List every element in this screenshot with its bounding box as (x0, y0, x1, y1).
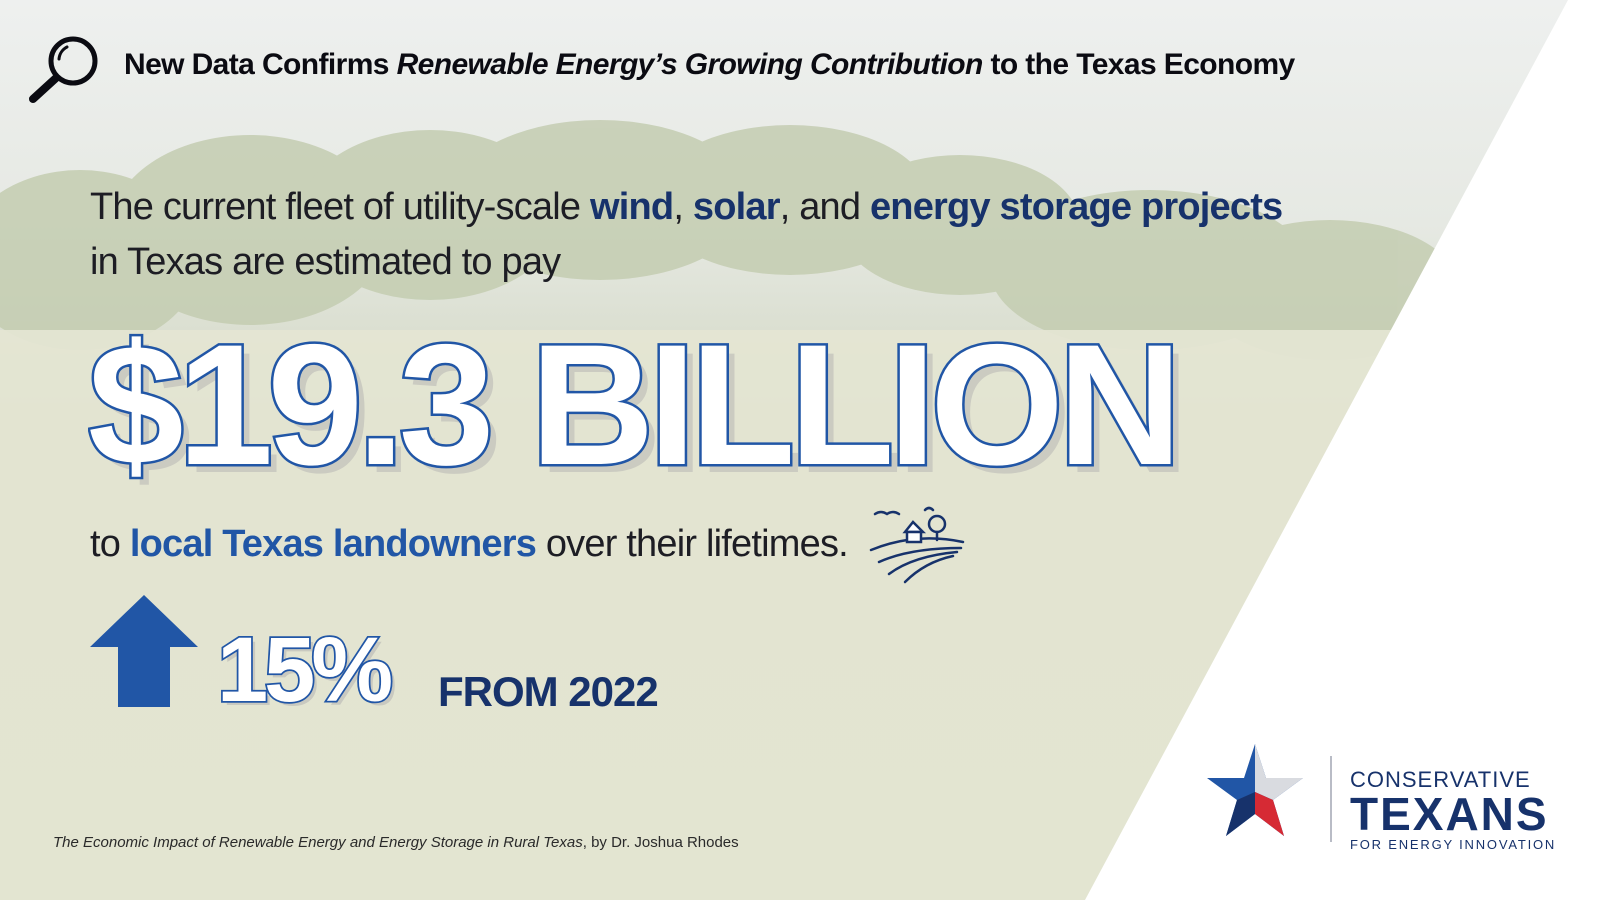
logo-line1: CONSERVATIVE (1350, 767, 1531, 792)
line3-part1: to (90, 523, 130, 565)
amount-text: $19.3 BILLION (88, 324, 1176, 494)
from-label: FROM 2022 (438, 668, 659, 715)
storage-highlight: energy storage projects (869, 186, 1283, 228)
amount-shadow: $19.3 BILLION (96, 324, 1184, 494)
percent-text: 15% (217, 619, 391, 715)
intro-text: The current fleet of utility-scale wind,… (90, 180, 1283, 290)
search-icon (29, 36, 98, 103)
landowners-line: to local Texas landowners over their lif… (90, 523, 849, 566)
logo-line3: FOR ENERGY INNOVATION (1350, 837, 1557, 852)
landowners-highlight: local Texas landowners (129, 523, 537, 565)
percent-shadow: 15% (221, 623, 395, 715)
headline-part1: New Data Confirms (124, 48, 397, 81)
logo: CONSERVATIVE TEXANS FOR ENERGY INNOVATIO… (1350, 768, 1556, 854)
headline-part2: to the Texas Economy (982, 48, 1295, 81)
citation: The Economic Impact of Renewable Energy … (53, 834, 739, 851)
headline-italic: Renewable Energy’s Growing Contribution (396, 48, 984, 81)
farm-icon (869, 506, 965, 584)
intro-comma: , (673, 186, 693, 228)
line3-part2: over their lifetimes. (536, 523, 849, 565)
logo-line2: TEXANS (1350, 788, 1549, 840)
wind-highlight: wind (590, 186, 674, 228)
intro-line2: in Texas are estimated to pay (90, 241, 561, 283)
intro-text-part: The current fleet of utility-scale (90, 186, 590, 228)
growth-percent: 15% 15% (215, 617, 399, 715)
arrow-up-icon (90, 595, 198, 707)
solar-highlight: solar (692, 186, 781, 228)
intro-and: , and (779, 186, 870, 228)
citation-title: The Economic Impact of Renewable Energy … (53, 834, 583, 851)
intro-line1: The current fleet of utility-scale wind,… (90, 180, 1283, 235)
headline: New Data Confirms Renewable Energy’s Gro… (124, 48, 1295, 82)
citation-author: , by Dr. Joshua Rhodes (582, 834, 739, 851)
amount-headline: $19.3 BILLION $19.3 BILLION (88, 324, 1190, 494)
texas-star-icon (1207, 744, 1303, 836)
logo-divider (1330, 756, 1332, 842)
